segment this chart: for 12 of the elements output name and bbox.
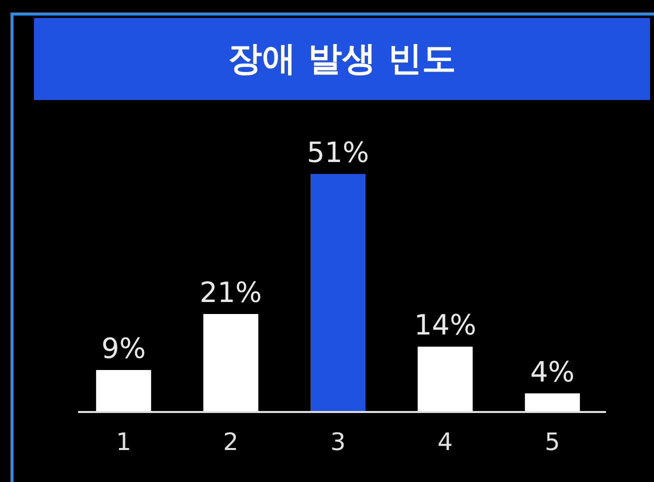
data-label: 21%	[200, 276, 262, 309]
title: 장애 발생 빈도	[34, 18, 650, 100]
data-label: 14%	[414, 308, 476, 342]
data-label: 4%	[530, 355, 575, 388]
x-tick-label: 5	[544, 428, 560, 456]
x-tick-label: 1	[116, 428, 132, 456]
x-tick-label: 2	[223, 428, 238, 456]
x-tick-label: 4	[438, 428, 453, 456]
data-label: 9%	[101, 332, 146, 365]
data-label: 51%	[306, 136, 370, 169]
x-tick-label: 3	[330, 428, 346, 456]
chart-title: 장애 발생 빈도	[228, 39, 456, 79]
